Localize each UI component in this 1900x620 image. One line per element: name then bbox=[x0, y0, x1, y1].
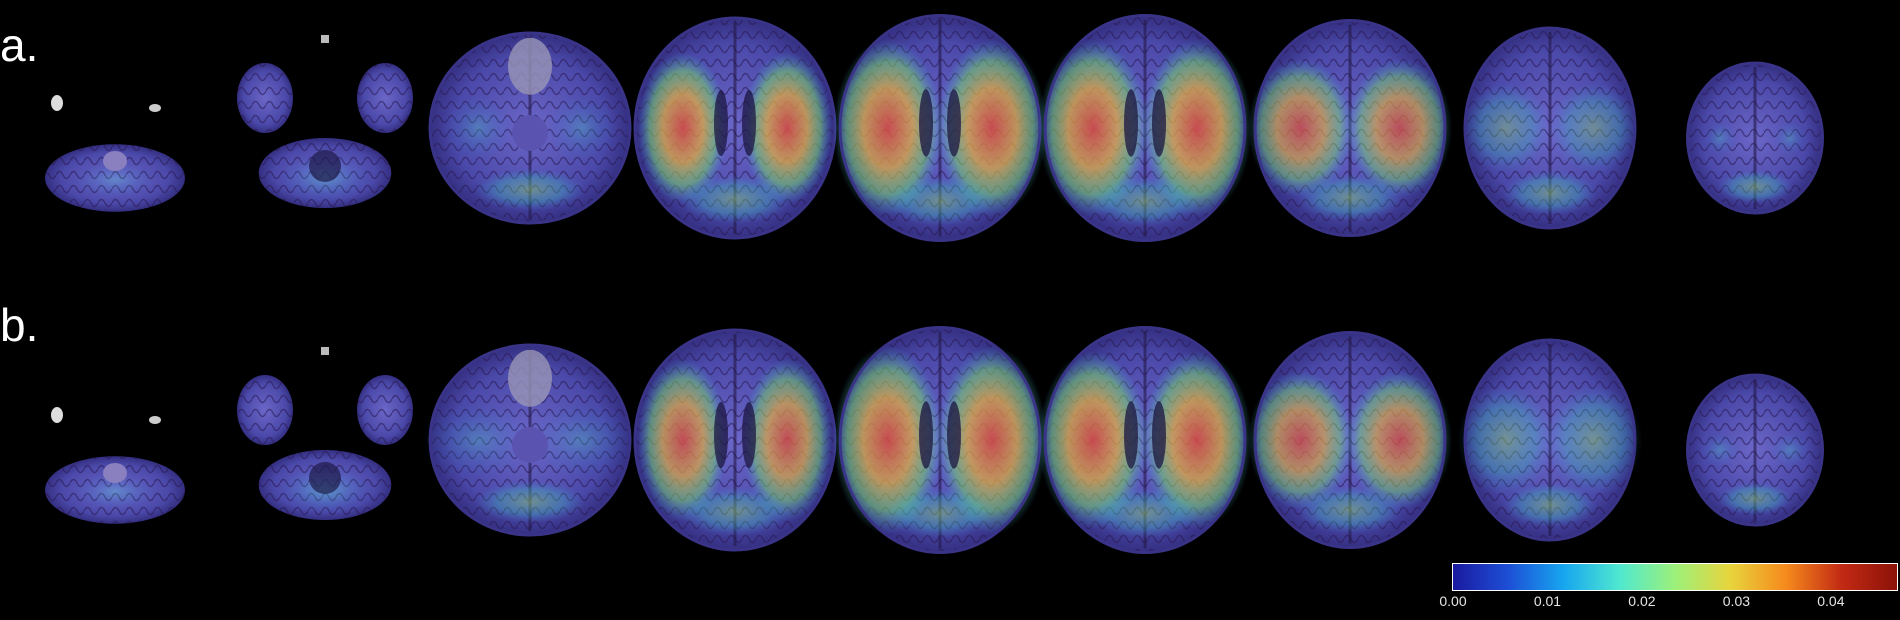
colorbar-tick-label: 0.02 bbox=[1628, 593, 1656, 609]
brain-slice bbox=[45, 95, 185, 212]
brain-slice bbox=[237, 35, 413, 208]
brain-slice bbox=[633, 328, 837, 552]
brain-slice bbox=[1247, 19, 1453, 237]
brain-slice bbox=[1038, 326, 1252, 554]
colorbar-gradient bbox=[1452, 563, 1898, 591]
brain-slice bbox=[833, 326, 1047, 554]
colorbar-tick-label: 0.04 bbox=[1817, 593, 1845, 609]
colorbar: 0.00 0.01 0.02 0.03 0.04 bbox=[1439, 563, 1898, 613]
brain-slice bbox=[428, 31, 632, 225]
brain-slice bbox=[1686, 373, 1824, 527]
brain-slice bbox=[1686, 61, 1824, 215]
brain-slice bbox=[1457, 338, 1643, 542]
brain-slice bbox=[237, 347, 413, 520]
brain-slice bbox=[1247, 331, 1453, 549]
brain-slice bbox=[45, 407, 185, 524]
row-label-a: a. bbox=[0, 19, 39, 71]
brain-slice bbox=[1461, 26, 1639, 230]
brain-slice bbox=[833, 14, 1047, 242]
brain-slice bbox=[423, 343, 637, 537]
brain-slice bbox=[1038, 14, 1252, 242]
colorbar-tick-label: 0.01 bbox=[1533, 593, 1562, 609]
brain-slice bbox=[633, 16, 837, 240]
row-label-b: b. bbox=[0, 299, 39, 351]
colorbar-tick-label: 0.00 bbox=[1439, 593, 1467, 609]
colorbar-tick-label: 0.03 bbox=[1722, 593, 1751, 609]
